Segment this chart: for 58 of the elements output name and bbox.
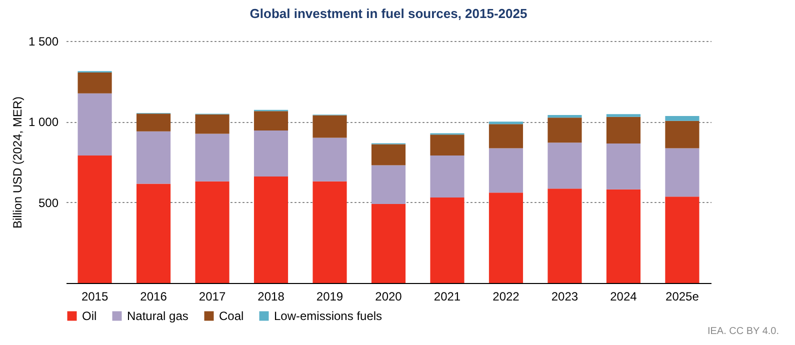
bar [606, 189, 641, 283]
bar [254, 111, 288, 131]
bar [371, 204, 406, 283]
bar [136, 114, 171, 132]
bar [371, 165, 406, 204]
bar [665, 116, 700, 121]
x-tick-label: 2024 [610, 290, 638, 304]
bar [548, 188, 582, 283]
x-tick-label: 2020 [375, 290, 402, 304]
bar [665, 120, 700, 148]
bar [488, 124, 524, 148]
bar [430, 197, 464, 283]
legend-label: Coal [219, 309, 244, 323]
bar [78, 156, 112, 283]
bar [195, 181, 230, 283]
bar [312, 115, 347, 138]
bar [312, 181, 347, 283]
text: IEA. CC BY 4.0. [707, 326, 779, 337]
y-tick-label: 1 500 [28, 34, 59, 48]
chart-title: Global investment in fuel sources, 2015-2025 [250, 6, 528, 21]
bar [548, 115, 582, 118]
x-tick-label: 2023 [551, 290, 578, 304]
x-tick-label: 2016 [140, 290, 168, 304]
x-tick-label: 2018 [258, 290, 285, 304]
bar [488, 192, 524, 283]
x-tick-label: 2022 [492, 290, 520, 304]
bar [136, 131, 171, 184]
bar [430, 134, 464, 156]
legend-label: Oil [82, 309, 97, 323]
bar [606, 116, 641, 144]
bar [548, 142, 582, 189]
y-axis-title: Billion USD (2024, MER) [10, 96, 24, 229]
bar [78, 93, 112, 156]
bar [488, 122, 524, 124]
x-tick-label: 2019 [316, 290, 344, 304]
x-tick-label: 2025e [666, 290, 700, 304]
bar [371, 144, 406, 166]
bar [195, 114, 230, 134]
bar [488, 148, 524, 193]
bar [254, 130, 288, 177]
bar [665, 148, 700, 197]
bar [195, 134, 230, 182]
bar [606, 114, 641, 117]
bar [665, 196, 700, 283]
y-tick-label: 500 [38, 196, 59, 210]
bar [136, 184, 171, 283]
bar [78, 72, 112, 94]
bar [606, 143, 641, 190]
legend-label: Natural gas [127, 309, 188, 323]
bar [548, 118, 582, 143]
legend-label: Low-emissions fuels [274, 309, 382, 323]
x-tick-label: 2021 [434, 290, 461, 304]
x-tick-label: 2015 [81, 290, 108, 304]
bar [430, 156, 464, 198]
y-tick-label: 1 000 [28, 115, 59, 130]
bar [312, 138, 347, 182]
bar [254, 176, 288, 283]
x-tick-label: 2017 [198, 290, 226, 304]
